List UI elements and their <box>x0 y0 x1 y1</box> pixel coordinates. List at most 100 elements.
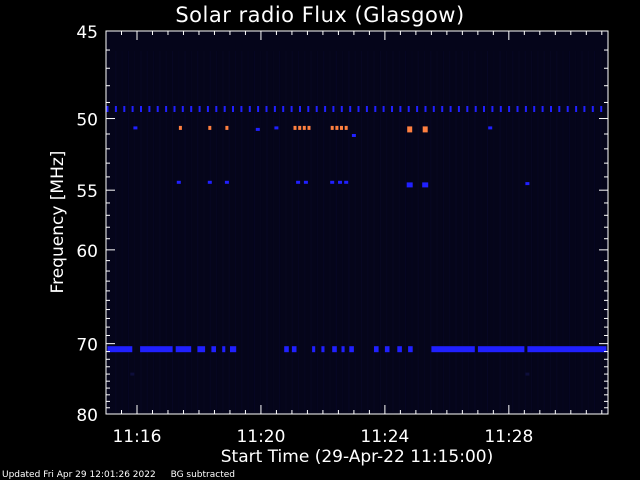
band-dot <box>340 106 343 112</box>
burst-point <box>208 125 212 130</box>
column-texture-line <box>468 51 470 412</box>
column-texture-line <box>260 51 262 412</box>
band-dot <box>173 106 176 112</box>
column-texture-line <box>310 51 312 412</box>
column-texture-line <box>190 51 192 412</box>
band-dot <box>324 106 327 112</box>
plot-area <box>106 31 608 414</box>
band-dot <box>533 106 536 112</box>
band-dot <box>156 106 159 112</box>
column-texture-line <box>316 51 318 412</box>
plot-frame <box>105 30 609 415</box>
column-texture-line <box>594 51 596 412</box>
burst-point <box>335 125 339 130</box>
burst-point <box>207 180 212 184</box>
x-axis-label: Start Time (29-Apr-22 11:15:00) <box>221 447 493 467</box>
band-dot <box>365 106 368 112</box>
column-texture-line <box>518 51 520 412</box>
burst-point <box>351 134 356 137</box>
burst-point <box>525 372 530 376</box>
y-tick-label: 50 <box>76 111 98 131</box>
burst-point <box>407 126 413 133</box>
band-segment <box>397 346 402 353</box>
column-texture-line <box>606 51 608 412</box>
column-texture-line <box>568 51 570 412</box>
column-texture-line <box>342 51 344 412</box>
band-dot <box>391 106 393 112</box>
column-texture-line <box>298 51 299 412</box>
column-texture-line <box>279 51 281 412</box>
y-tick-label: 45 <box>76 23 98 43</box>
band-dot <box>508 106 511 112</box>
burst-point <box>298 125 302 130</box>
band-dot <box>566 106 569 112</box>
column-texture-line <box>323 51 325 412</box>
band-dot <box>407 106 410 112</box>
burst-point <box>330 125 334 130</box>
column-texture-line <box>505 51 507 412</box>
band-segment <box>107 346 133 353</box>
y-tick-label: 80 <box>76 406 98 426</box>
band-dot <box>399 106 402 112</box>
burst-point <box>176 180 181 184</box>
band-dot <box>516 106 519 112</box>
band-dot <box>491 106 494 112</box>
column-texture-line <box>531 51 533 412</box>
column-texture-line <box>146 51 148 412</box>
burst-point <box>255 127 260 131</box>
column-texture-line <box>487 51 488 412</box>
band-dot <box>374 106 377 112</box>
footer: Updated Fri Apr 29 12:01:26 2022 BG subt… <box>2 470 247 480</box>
band-dot <box>307 106 310 112</box>
column-texture-line <box>398 51 400 412</box>
band-segment <box>321 346 325 353</box>
band-dot <box>273 106 276 112</box>
column-texture-line <box>499 51 501 412</box>
band-dot <box>290 106 293 112</box>
band-dot <box>257 106 260 112</box>
column-texture-line <box>480 51 482 412</box>
band-dot <box>181 106 184 112</box>
column-texture-line <box>165 51 167 412</box>
column-texture-line <box>373 51 375 412</box>
column-texture-line <box>442 51 444 412</box>
column-texture-line <box>405 51 407 412</box>
x-tick-label: 11:24 <box>360 427 409 447</box>
band-dot <box>332 106 335 112</box>
band-segment <box>431 346 475 353</box>
band-segment <box>140 346 173 353</box>
band-dot <box>131 106 134 112</box>
x-tick-label: 11:28 <box>484 427 533 447</box>
burst-point <box>307 125 311 130</box>
x-tick-label: 11:20 <box>236 427 285 447</box>
column-texture-line <box>474 51 476 412</box>
x-axis-ticks: 11:16 11:20 11:24 11:28 <box>112 31 603 447</box>
burst-point <box>340 125 343 130</box>
band-dot <box>524 106 527 112</box>
column-texture-line <box>285 51 287 412</box>
band-dot <box>424 106 427 112</box>
column-texture-line <box>449 51 451 412</box>
band-dot <box>583 106 586 112</box>
band-dot <box>282 106 285 112</box>
column-texture-line <box>272 51 274 412</box>
band-dot <box>600 106 603 112</box>
column-texture-line <box>222 51 224 412</box>
y-tick-label: 55 <box>76 182 98 202</box>
band-dot <box>499 106 502 112</box>
burst-point <box>296 180 301 184</box>
y-tick-label: 60 <box>76 242 98 262</box>
column-texture-line <box>197 51 199 412</box>
column-texture-line <box>348 51 350 412</box>
column-texture-line <box>354 51 356 412</box>
band-dot <box>466 106 469 112</box>
burst-point <box>130 372 135 376</box>
burst-point <box>303 180 308 184</box>
band-dot <box>416 106 419 112</box>
burst-point <box>344 180 349 184</box>
column-texture-line <box>581 51 583 412</box>
column-texture-line <box>235 51 236 412</box>
column-texture-line <box>424 51 425 412</box>
band-dot <box>449 106 452 112</box>
column-texture-line <box>121 51 123 412</box>
